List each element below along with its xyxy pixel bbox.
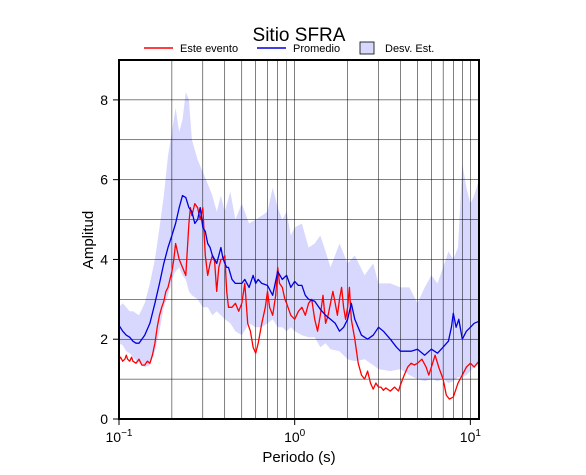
x-tick-exponent: −1 <box>121 428 133 439</box>
y-axis-label: Amplitud <box>80 211 97 269</box>
x-tick-exponent: 1 <box>475 428 481 439</box>
std-dev-band <box>119 91 479 384</box>
y-tick-label: 6 <box>100 172 108 188</box>
x-axis-label: Periodo (s) <box>262 449 335 466</box>
x-tick-exponent: 0 <box>300 428 306 439</box>
plot-frame <box>118 59 480 420</box>
x-tick-label: 100 <box>284 428 306 445</box>
y-tick-label: 0 <box>100 411 108 427</box>
x-tick-label: 10−1 <box>106 428 133 445</box>
legend-label-este-evento: Este evento <box>180 43 238 55</box>
x-tick-label: 101 <box>460 428 482 445</box>
y-tick-label: 8 <box>100 92 108 108</box>
legend-swatch-desv-est <box>359 41 375 55</box>
y-tick-label: 4 <box>100 251 108 267</box>
chart-title: Sitio SFRA <box>253 25 346 46</box>
legend-label-desv-est: Desv. Est. <box>385 43 434 55</box>
series-line-este-evento <box>118 202 480 400</box>
legend-label-promedio: Promedio <box>293 43 340 55</box>
series-line-promedio <box>118 194 480 356</box>
legend: Este evento Promedio Desv. Est. <box>144 41 434 55</box>
y-tick-label: 2 <box>100 331 108 347</box>
